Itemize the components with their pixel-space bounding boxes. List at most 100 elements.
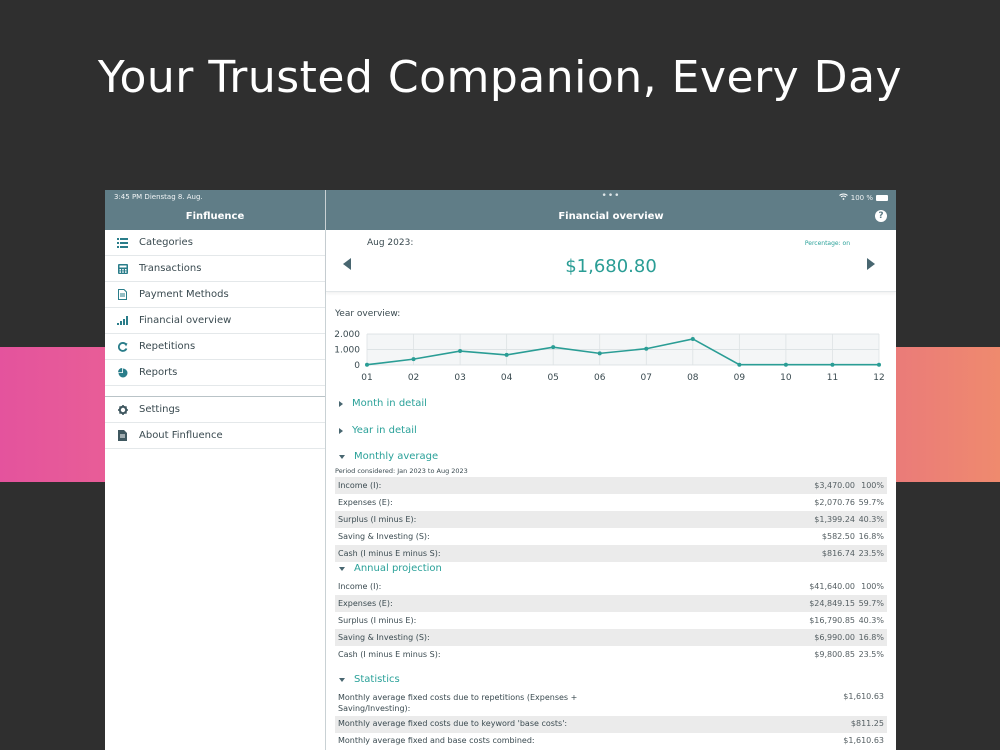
row-value: $41,640.00 [809, 582, 855, 591]
month-summary-card: Aug 2023: Percentage: on $1,680.80 [326, 230, 896, 292]
row-label: Monthly average fixed costs due to repet… [338, 693, 578, 713]
chart-x-tick-label: 04 [501, 373, 513, 383]
chart-x-tick-label: 06 [594, 373, 606, 383]
list-icon [117, 237, 128, 248]
row-percent: 23.5% [858, 650, 884, 659]
row-value: $1,610.63 [843, 736, 884, 745]
table-row: Income (I): $41,640.00 100% [335, 578, 887, 595]
sidebar-item-categories[interactable]: Categories [105, 230, 325, 256]
chart-y-tick-label: 0 [354, 361, 360, 371]
chart-data-point [504, 352, 509, 357]
pie-chart-icon [117, 367, 128, 378]
sidebar-title: Finfluence [185, 211, 245, 222]
month-in-detail-toggle[interactable]: Month in detail [339, 398, 427, 409]
tablet-screen: 3:45 PM Dienstag 8. Aug. Finfluence Cate… [105, 190, 896, 750]
table-row: Cash (I minus E minus S): $9,800.85 23.5% [335, 646, 887, 663]
table-row: Monthly average fixed costs due to repet… [335, 689, 887, 716]
section-label: Month in detail [352, 398, 427, 409]
chart-x-tick-label: 07 [641, 373, 652, 383]
page-title: Financial overview [558, 211, 664, 222]
sidebar-item-label: About Finfluence [139, 430, 223, 441]
year-overview-label: Year overview: [335, 309, 401, 319]
row-value: $811.25 [850, 719, 884, 728]
wifi-icon [838, 193, 848, 202]
help-icon[interactable]: ? [875, 210, 887, 222]
row-label: Monthly average fixed costs due to keywo… [338, 719, 568, 728]
row-percent: 16.8% [858, 633, 884, 642]
year-in-detail-toggle[interactable]: Year in detail [339, 425, 417, 436]
row-percent: 23.5% [858, 549, 884, 558]
sidebar-item-settings[interactable]: Settings [105, 397, 325, 423]
monthly-average-toggle[interactable]: Monthly average [339, 451, 438, 462]
status-indicators: 100 % [838, 193, 888, 202]
chart-x-tick-label: 02 [408, 373, 419, 383]
row-percent: 16.8% [858, 532, 884, 541]
row-label: Expenses (E): [338, 599, 393, 608]
sidebar-item-label: Categories [139, 237, 193, 248]
chart-data-point [690, 336, 695, 341]
sidebar-item-reports[interactable]: Reports [105, 360, 325, 386]
table-row: Cash (I minus E minus S): $816.74 23.5% [335, 545, 887, 562]
table-row: Monthly average fixed costs due to keywo… [335, 716, 887, 733]
row-percent: 59.7% [858, 498, 884, 507]
row-value: $816.74 [821, 549, 855, 558]
period-note: Period considered: Jan 2023 to Aug 2023 [335, 467, 468, 475]
sidebar-item-repetitions[interactable]: Repetitions [105, 334, 325, 360]
row-value: $6,990.00 [814, 633, 855, 642]
document-icon [117, 289, 128, 300]
chart-y-tick-label: 2.000 [334, 330, 360, 340]
row-label: Cash (I minus E minus S): [338, 650, 441, 659]
sidebar-item-about[interactable]: About Finfluence [105, 423, 325, 449]
previous-month-arrow-icon[interactable] [343, 258, 351, 270]
table-row: Saving & Investing (S): $6,990.00 16.8% [335, 629, 887, 646]
row-percent: 40.3% [858, 515, 884, 524]
sidebar-item-payment-methods[interactable]: Payment Methods [105, 282, 325, 308]
expand-arrow-icon [339, 427, 343, 434]
chart-x-tick-label: 01 [361, 373, 372, 383]
sidebar-item-label: Repetitions [139, 341, 196, 352]
sidebar-header: 3:45 PM Dienstag 8. Aug. Finfluence [105, 190, 325, 230]
row-label: Income (I): [338, 582, 382, 591]
row-label: Surplus (I minus E): [338, 515, 417, 524]
statistics-toggle[interactable]: Statistics [339, 674, 400, 685]
monthly-average-table: Income (I): $3,470.00 100% Expenses (E): $2… [335, 477, 887, 562]
row-value: $9,800.85 [814, 650, 855, 659]
month-balance-amount: $1,680.80 [565, 256, 657, 277]
row-label: Saving & Investing (S): [338, 633, 430, 642]
annual-projection-toggle[interactable]: Annual projection [339, 563, 442, 574]
decorative-band-left [0, 347, 105, 482]
chart-x-tick-label: 10 [780, 373, 792, 383]
collapse-arrow-icon [339, 677, 345, 682]
chart-data-point [830, 362, 835, 367]
main-panel: ••• 100 % Financial overview ? Aug 2023:… [326, 190, 896, 750]
section-label: Year in detail [352, 425, 417, 436]
row-value: $16,790.85 [809, 616, 855, 625]
percentage-toggle[interactable]: Percentage: on [804, 240, 850, 247]
row-label: Cash (I minus E minus S): [338, 549, 441, 558]
chart-series-line [366, 338, 879, 366]
main-header: ••• 100 % Financial overview ? [326, 190, 896, 230]
collapse-arrow-icon [339, 454, 345, 459]
next-month-arrow-icon[interactable] [867, 258, 875, 270]
chart-data-point [737, 362, 742, 367]
chart-y-tick-label: 1.000 [334, 346, 360, 356]
row-percent: 40.3% [858, 616, 884, 625]
chart-x-tick-label: 12 [873, 373, 884, 383]
row-label: Saving & Investing (S): [338, 532, 430, 541]
sidebar-item-financial-overview[interactable]: Financial overview [105, 308, 325, 334]
row-label: Expenses (E): [338, 498, 393, 507]
table-row: Expenses (E): $2,070.76 59.7% [335, 494, 887, 511]
table-row: Income (I): $3,470.00 100% [335, 477, 887, 494]
sidebar-divider [105, 386, 325, 397]
table-row: Surplus (I minus E): $16,790.85 40.3% [335, 612, 887, 629]
info-document-icon [117, 430, 128, 441]
sidebar-bottom-menu: Settings About Finfluence [105, 397, 325, 449]
battery-icon [876, 194, 888, 201]
chart-x-tick-label: 05 [547, 373, 558, 383]
section-label: Statistics [354, 674, 400, 685]
sidebar-item-label: Financial overview [139, 315, 232, 326]
multitasking-dots[interactable]: ••• [601, 191, 621, 201]
table-row: Saving & Investing (S): $582.50 16.8% [335, 528, 887, 545]
sidebar-item-transactions[interactable]: Transactions [105, 256, 325, 282]
battery-percentage: 100 % [850, 193, 873, 202]
